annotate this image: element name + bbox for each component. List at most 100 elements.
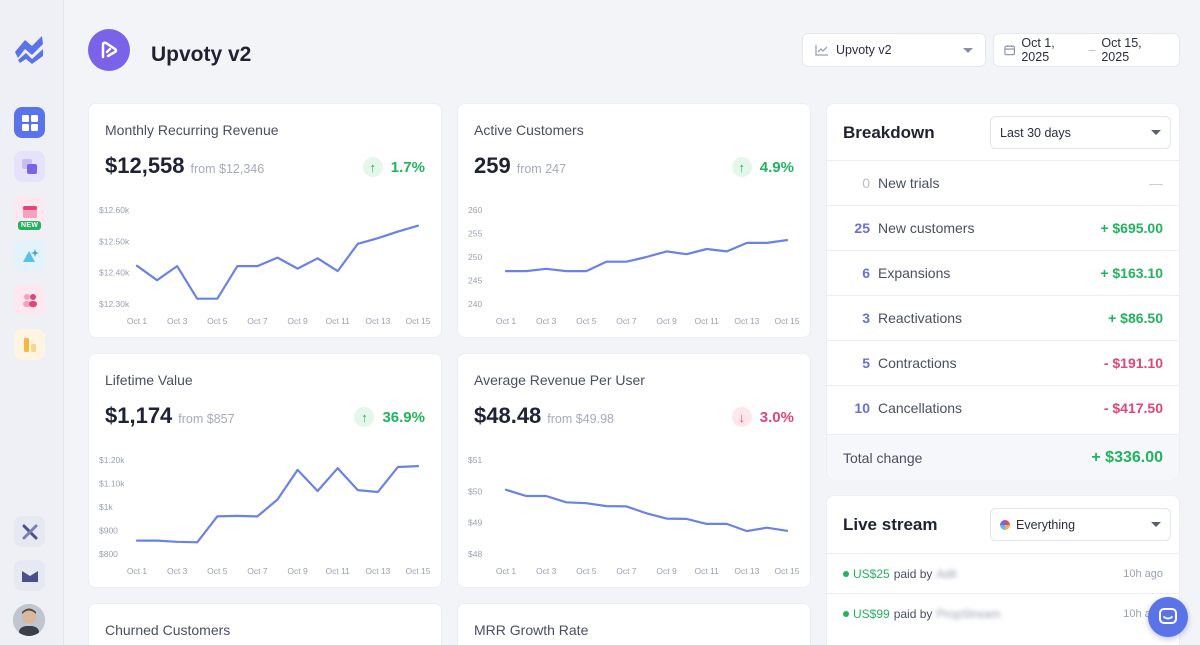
y-tick-label: $1.10k bbox=[99, 479, 125, 489]
breakdown-period-select[interactable]: Last 30 days bbox=[990, 116, 1171, 149]
breakdown-total: Total change + $336.00 bbox=[827, 434, 1179, 480]
status-dot bbox=[843, 610, 849, 617]
data-point[interactable] bbox=[624, 504, 628, 508]
data-point[interactable] bbox=[524, 494, 528, 498]
data-point[interactable] bbox=[665, 249, 669, 253]
data-point[interactable] bbox=[235, 514, 239, 518]
data-point[interactable] bbox=[685, 252, 689, 256]
data-point[interactable] bbox=[396, 230, 400, 234]
data-point[interactable] bbox=[416, 224, 420, 228]
data-point[interactable] bbox=[215, 297, 219, 301]
data-point[interactable] bbox=[765, 526, 769, 530]
data-point[interactable] bbox=[356, 488, 360, 492]
data-point[interactable] bbox=[705, 247, 709, 251]
breakdown-row-new-customers[interactable]: 25 New customers + $695.00 bbox=[827, 205, 1179, 250]
series-line bbox=[135, 465, 420, 544]
shapes-icon[interactable] bbox=[14, 240, 45, 271]
breakdown-row-expansions[interactable]: 6 Expansions + $163.10 bbox=[827, 250, 1179, 295]
dashboard-icon[interactable] bbox=[14, 107, 45, 138]
data-point[interactable] bbox=[665, 517, 669, 521]
data-point[interactable] bbox=[235, 264, 239, 268]
data-point[interactable] bbox=[645, 511, 649, 515]
data-point[interactable] bbox=[624, 260, 628, 264]
users-icon[interactable] bbox=[14, 284, 45, 315]
data-point[interactable] bbox=[276, 256, 280, 260]
breakdown-row-reactivations[interactable]: 3 Reactivations + $86.50 bbox=[827, 295, 1179, 340]
data-point[interactable] bbox=[276, 497, 280, 501]
y-tick-label: $1k bbox=[99, 502, 113, 512]
live-stream-filter-select[interactable]: Everything bbox=[990, 508, 1171, 541]
data-point[interactable] bbox=[316, 256, 320, 260]
data-point[interactable] bbox=[645, 255, 649, 259]
data-point[interactable] bbox=[504, 488, 508, 492]
live-stream-event[interactable]: US$99 paid by PropStream 10h ago bbox=[827, 593, 1179, 633]
data-point[interactable] bbox=[504, 269, 508, 273]
data-point[interactable] bbox=[135, 264, 139, 268]
breakdown-amount: + $163.10 bbox=[1100, 265, 1163, 281]
bars-icon[interactable] bbox=[14, 329, 45, 360]
data-point[interactable] bbox=[745, 241, 749, 245]
data-point[interactable] bbox=[524, 269, 528, 273]
x-tick-label: Oct 3 bbox=[167, 566, 188, 576]
data-point[interactable] bbox=[725, 249, 729, 253]
breakdown-row-cancellations[interactable]: 10 Cancellations - $417.50 bbox=[827, 385, 1179, 430]
data-point[interactable] bbox=[376, 490, 380, 494]
data-point[interactable] bbox=[175, 540, 179, 544]
data-point[interactable] bbox=[785, 238, 789, 242]
metric-card-arpu[interactable]: Average Revenue Per User $48.48 from $49.… bbox=[457, 353, 811, 588]
tools-icon[interactable] bbox=[14, 516, 45, 547]
breakdown-panel: Breakdown Last 30 days 0 New trials — 25… bbox=[826, 103, 1180, 480]
data-point[interactable] bbox=[376, 236, 380, 240]
data-point[interactable] bbox=[155, 539, 159, 543]
breakdown-row-contractions[interactable]: 5 Contractions - $191.10 bbox=[827, 340, 1179, 385]
copy-icon[interactable] bbox=[14, 151, 45, 182]
data-point[interactable] bbox=[195, 540, 199, 544]
live-stream-event[interactable]: US$25 paid by Adil 10h ago bbox=[827, 553, 1179, 593]
data-point[interactable] bbox=[175, 264, 179, 268]
y-tick-label: $12.40k bbox=[99, 268, 130, 278]
data-point[interactable] bbox=[544, 267, 548, 271]
data-point[interactable] bbox=[296, 468, 300, 472]
data-point[interactable] bbox=[255, 264, 259, 268]
chat-button[interactable] bbox=[1148, 597, 1188, 637]
data-point[interactable] bbox=[544, 494, 548, 498]
data-point[interactable] bbox=[155, 278, 159, 282]
data-point[interactable] bbox=[584, 269, 588, 273]
breakdown-row-new-trials[interactable]: 0 New trials — bbox=[827, 160, 1179, 205]
metric-title: Average Revenue Per User bbox=[474, 372, 645, 388]
data-point[interactable] bbox=[564, 500, 568, 504]
data-point[interactable] bbox=[296, 267, 300, 271]
data-point[interactable] bbox=[336, 269, 340, 273]
data-point[interactable] bbox=[255, 514, 259, 518]
data-point[interactable] bbox=[584, 501, 588, 505]
y-tick-label: $12.30k bbox=[99, 299, 130, 309]
data-point[interactable] bbox=[725, 522, 729, 526]
metric-card-ltv[interactable]: Lifetime Value $1,174 from $857 ↑ 36.9% $1… bbox=[88, 353, 442, 588]
data-point[interactable] bbox=[215, 514, 219, 518]
brand-logo-icon[interactable] bbox=[12, 32, 46, 66]
user-avatar[interactable] bbox=[13, 604, 45, 636]
data-point[interactable] bbox=[604, 504, 608, 508]
metric-card-active-customers[interactable]: Active Customers 259 from 247 ↑ 4.9% 260 25… bbox=[457, 103, 811, 338]
date-range-picker[interactable]: Oct 1, 2025 – Oct 15, 2025 bbox=[993, 33, 1180, 67]
data-point[interactable] bbox=[195, 297, 199, 301]
metric-card-churned[interactable]: Churned Customers bbox=[88, 603, 442, 645]
event-text: paid by bbox=[893, 566, 933, 581]
data-point[interactable] bbox=[316, 489, 320, 493]
data-point[interactable] bbox=[745, 529, 749, 533]
data-point[interactable] bbox=[396, 465, 400, 469]
metric-card-mrr[interactable]: Monthly Recurring Revenue $12,558 from $1… bbox=[88, 103, 442, 338]
data-point[interactable] bbox=[765, 241, 769, 245]
data-point[interactable] bbox=[705, 522, 709, 526]
data-point[interactable] bbox=[604, 260, 608, 264]
inbox-icon[interactable] bbox=[14, 560, 45, 591]
data-point[interactable] bbox=[135, 539, 139, 543]
data-point[interactable] bbox=[416, 464, 420, 468]
data-point[interactable] bbox=[336, 466, 340, 470]
data-point[interactable] bbox=[685, 517, 689, 521]
metric-card-mrr-growth[interactable]: MRR Growth Rate bbox=[457, 603, 811, 645]
data-point[interactable] bbox=[785, 529, 789, 533]
app-select[interactable]: Upvoty v2 bbox=[802, 33, 986, 67]
data-point[interactable] bbox=[356, 242, 360, 246]
data-point[interactable] bbox=[564, 269, 568, 273]
